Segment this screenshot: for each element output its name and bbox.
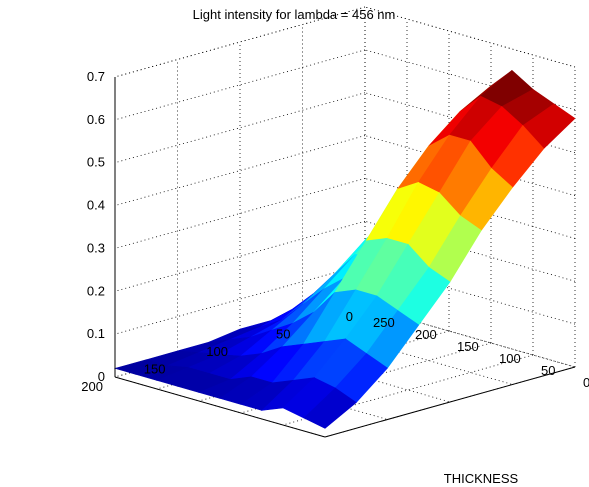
grid-line <box>114 178 366 249</box>
grid-line <box>114 263 366 335</box>
z-tick-label: 0.4 <box>87 198 105 213</box>
z-tick-label: 0.6 <box>87 112 105 127</box>
depth-tick-label: 200 <box>81 379 103 394</box>
depth-tick-label: 0 <box>346 309 353 324</box>
axis-lines <box>114 77 576 438</box>
thickness-tick-label: 150 <box>457 339 479 354</box>
z-tick-label: 0.1 <box>87 326 105 341</box>
grid-line <box>114 92 366 164</box>
surface-patch <box>303 387 357 429</box>
grid-line <box>114 6 366 78</box>
x-axis-label: THICKNESS <box>444 471 519 486</box>
thickness-tick-label: 200 <box>415 327 437 342</box>
grid-line <box>114 49 366 121</box>
depth-tick-label: 100 <box>206 344 228 359</box>
thickness-tick-label: 100 <box>499 351 521 366</box>
thickness-axis-line <box>114 376 326 438</box>
tick-labels: 0 0.1 0.2 0.3 0.4 0.5 0.6 0.7 200 150 100 50 0 250 200… <box>81 69 589 394</box>
z-tick-label: 0 <box>98 369 105 384</box>
surface-mesh <box>113 70 576 429</box>
z-tick-label: 0.2 <box>87 283 105 298</box>
thickness-tick-label: 0 <box>583 375 589 390</box>
grid-line <box>364 6 576 68</box>
grid-line <box>114 220 366 292</box>
grid-line <box>364 306 576 368</box>
thickness-tick-label: 250 <box>373 315 395 330</box>
depth-tick-label: 150 <box>144 362 166 377</box>
grid-line <box>364 178 576 239</box>
z-tick-label: 0.3 <box>87 240 105 255</box>
thickness-tick-label: 50 <box>541 363 555 378</box>
depth-tick-label: 50 <box>276 327 290 342</box>
grid-line <box>364 220 576 282</box>
z-tick-label: 0.7 <box>87 69 105 84</box>
grid-line <box>114 135 366 206</box>
z-tick-label: 0.5 <box>87 155 105 170</box>
grid-line <box>364 263 576 325</box>
grid-line <box>364 135 576 196</box>
chart-title: Light intensity for lambda = 456 nm <box>193 7 396 22</box>
depth-axis-line <box>324 366 576 438</box>
